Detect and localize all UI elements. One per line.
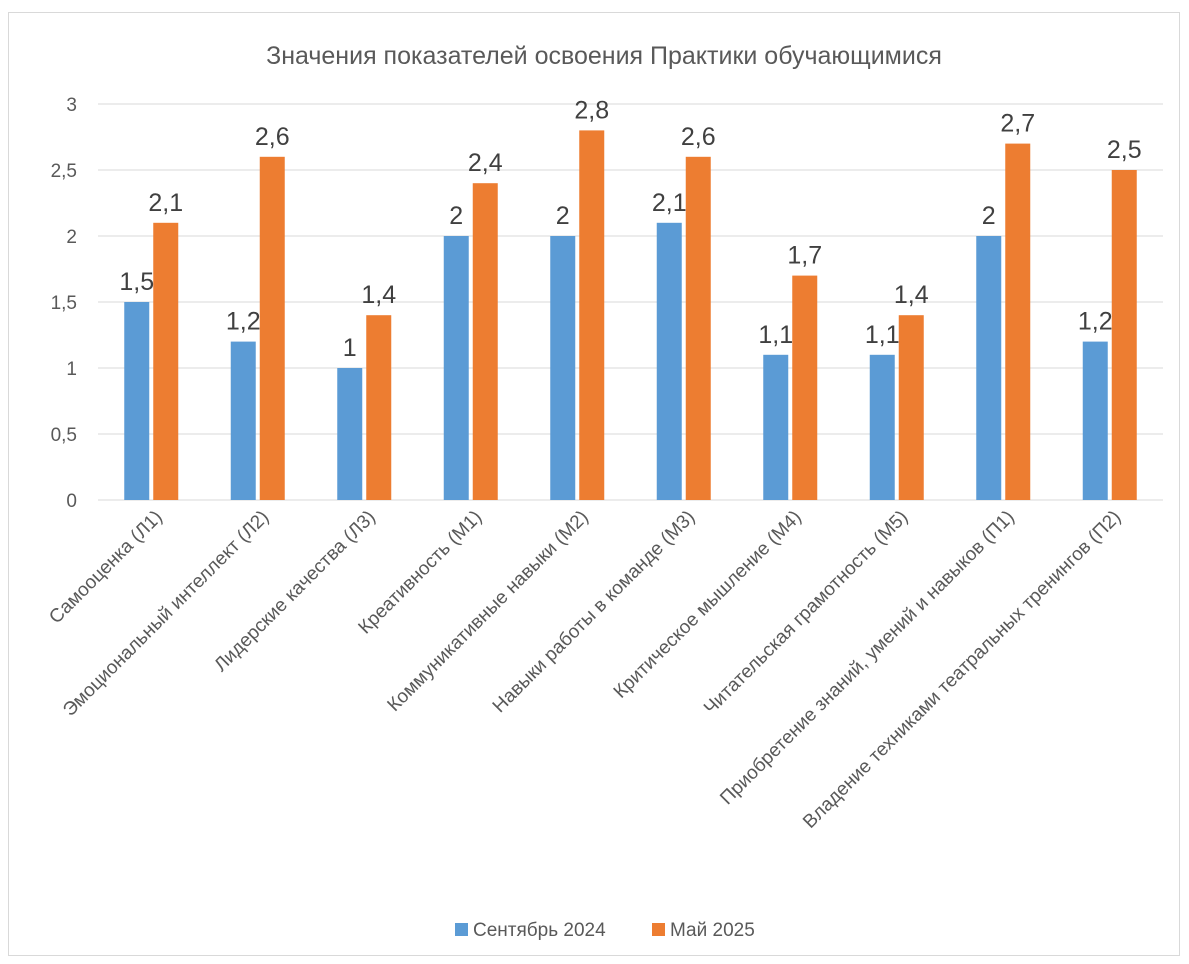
y-tick-label: 0 [66, 491, 77, 512]
data-label: 1,2 [226, 308, 261, 336]
bar-sep-2024 [763, 354, 789, 500]
bar-sep-2024 [976, 236, 1002, 500]
category-labels: Самооценка (Л1)Эмоциональный интеллект (… [45, 507, 1125, 833]
data-label: 2 [449, 202, 463, 230]
bar-sep-2024 [550, 236, 576, 500]
category-label: Читательская грамотность (М5) [700, 507, 912, 719]
category-label: Самооценка (Л1) [45, 507, 166, 628]
y-tick-label: 0,5 [51, 425, 77, 446]
bar-sep-2024 [1082, 341, 1108, 500]
gridlines [98, 103, 1163, 501]
data-label: 2,7 [1000, 110, 1035, 138]
bar-may-2025 [366, 315, 392, 500]
bar-may-2025 [579, 130, 605, 500]
y-tick-label: 2,5 [51, 161, 77, 182]
data-label: 2 [982, 202, 996, 230]
bar-may-2025 [259, 156, 285, 501]
data-label: 1,7 [787, 242, 822, 270]
legend-swatch-may-2025 [652, 923, 665, 936]
data-label: 2,8 [574, 96, 609, 124]
y-tick-label: 1 [66, 359, 77, 380]
y-tick-label: 3 [66, 95, 77, 116]
bar-may-2025 [1111, 170, 1137, 500]
data-label: 2,1 [148, 189, 183, 217]
data-label: 2,6 [255, 123, 290, 151]
data-label: 1,5 [119, 268, 154, 296]
data-label: 2,4 [468, 149, 503, 177]
bar-sep-2024 [337, 368, 363, 500]
data-label: 2,1 [652, 189, 687, 217]
legend-label: Сентябрь 2024 [473, 920, 606, 941]
bar-sep-2024 [230, 341, 256, 500]
y-tick-label: 1,5 [51, 293, 77, 314]
legend-swatch-sep-2024 [455, 923, 468, 936]
data-label: 2,5 [1107, 136, 1142, 164]
data-label: 1,4 [361, 281, 396, 309]
bar-sep-2024 [869, 354, 895, 500]
bar-may-2025 [1005, 143, 1031, 500]
data-label: 1,1 [865, 321, 900, 349]
bar-sep-2024 [443, 236, 469, 500]
bar-may-2025 [898, 315, 924, 500]
bar-may-2025 [153, 222, 179, 501]
data-label: 1,2 [1078, 308, 1113, 336]
bars [124, 130, 1137, 501]
y-axis-ticks: 0 0,5 1 1,5 2 2,5 3 [51, 95, 77, 512]
category-label: Коммуникативные навыки (М2) [384, 507, 593, 716]
bar-sep-2024 [656, 222, 682, 501]
category-label: Эмоциональный интеллект (Л2) [59, 507, 273, 721]
data-label: 1 [343, 334, 357, 362]
data-label: 1,1 [758, 321, 793, 349]
data-label: 2 [556, 202, 570, 230]
bar-may-2025 [792, 275, 818, 500]
data-labels: 1,52,11,22,611,422,422,82,12,61,11,71,11… [119, 96, 1141, 362]
bar-may-2025 [685, 156, 711, 501]
category-label: Навыки работы в команде (М3) [489, 507, 699, 717]
legend: Сентябрь 2024 Май 2025 [455, 920, 755, 941]
legend-label: Май 2025 [670, 920, 755, 941]
y-tick-label: 2 [66, 227, 77, 248]
data-label: 1,4 [894, 281, 929, 309]
category-label: Критическое мышление (М4) [610, 507, 806, 703]
bar-may-2025 [472, 183, 498, 500]
data-label: 2,6 [681, 123, 716, 151]
chart-title: Значения показателей освоения Практики о… [266, 42, 942, 70]
bar-sep-2024 [124, 302, 150, 500]
